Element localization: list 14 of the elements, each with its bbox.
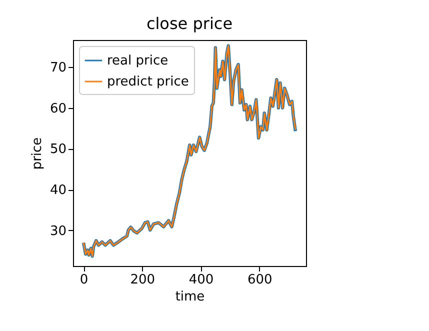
y-tick-label: 30 bbox=[50, 224, 66, 239]
legend-label: real price bbox=[107, 54, 168, 68]
y-axis-title: price bbox=[30, 137, 45, 170]
x-tick-label: 600 bbox=[247, 272, 272, 288]
y-tick-label: 50 bbox=[50, 142, 66, 158]
x-axis-title: time bbox=[175, 290, 205, 304]
x-tick-label: 200 bbox=[130, 272, 156, 288]
y-tick-label: 70 bbox=[50, 60, 66, 76]
x-tick-label: 0 bbox=[80, 272, 88, 288]
y-tick-label: 60 bbox=[50, 101, 66, 116]
y-tick-label: 40 bbox=[50, 183, 66, 198]
x-tick-label: 400 bbox=[188, 272, 214, 288]
legend-label: predict price bbox=[107, 74, 189, 90]
chart-title: close price bbox=[146, 14, 233, 33]
